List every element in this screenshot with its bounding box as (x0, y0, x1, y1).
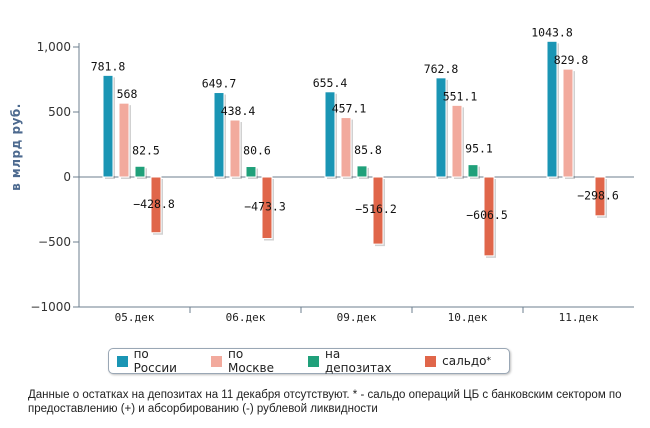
data-label: 649.7 (202, 77, 237, 91)
legend-label: на депозитах (324, 347, 392, 375)
data-label: 85.8 (354, 143, 382, 157)
legend-swatch (425, 355, 437, 367)
legend-swatch (308, 355, 319, 367)
bar-2 (245, 166, 257, 178)
bar-1 (229, 119, 241, 178)
bar-1 (451, 104, 463, 178)
data-label: 829.8 (554, 53, 589, 67)
data-label: 457.1 (332, 102, 367, 116)
legend-item-0[interactable]: по России (117, 347, 193, 375)
data-label: 655.4 (313, 76, 348, 90)
bar-0 (435, 77, 447, 178)
data-label: 80.6 (243, 144, 271, 158)
data-label: −428.8 (133, 197, 175, 211)
bar-0 (324, 91, 336, 178)
bar-1 (340, 117, 352, 178)
y-tick-label: 500 (48, 105, 71, 119)
data-label: 568 (117, 87, 138, 101)
legend-swatch (211, 355, 223, 367)
y-axis-title: в млрд руб. (9, 103, 23, 191)
data-label: −606.5 (466, 208, 508, 222)
bar-1 (562, 68, 574, 178)
legend-label: сальдо (442, 354, 487, 368)
bar-3 (261, 176, 273, 240)
legend-item-3[interactable]: сальдо * (425, 354, 491, 368)
legend-item-1[interactable]: по Москве (211, 347, 290, 375)
bar-3 (372, 176, 384, 245)
y-tick-label: −500 (38, 235, 71, 249)
y-tick-label: 1,000 (37, 40, 71, 54)
bar-1 (118, 102, 130, 178)
legend-item-2[interactable]: на депозитах (308, 347, 407, 375)
data-label: −298.6 (577, 189, 619, 203)
data-label: 551.1 (443, 89, 478, 103)
footnote: Данные о остатках на депозитах на 11 дек… (28, 389, 622, 415)
data-label: 95.1 (465, 142, 493, 156)
legend-label: по России (133, 347, 177, 375)
bar-2 (356, 165, 368, 178)
data-label: 438.4 (221, 104, 256, 118)
bar-2 (467, 164, 479, 178)
chart-legend: по России по Москве на депозитах сальдо * (108, 347, 510, 375)
legend-swatch (117, 355, 128, 367)
data-label: 781.8 (91, 59, 126, 73)
y-tick-label: 0 (63, 170, 71, 184)
data-label: 762.8 (424, 62, 459, 76)
bar-3 (483, 176, 495, 257)
y-tick-label: −1000 (30, 300, 71, 314)
bar-0 (546, 40, 558, 178)
bar-0 (213, 92, 225, 178)
bar-0 (102, 74, 114, 178)
bar-2 (134, 165, 146, 178)
legend-label: по Москве (228, 347, 275, 375)
x-tick-label: 05.дек (115, 311, 155, 324)
data-label: −516.2 (355, 202, 397, 216)
bar-3 (150, 176, 162, 234)
data-label: 82.5 (132, 143, 160, 157)
legend-marker: * (486, 356, 492, 366)
x-tick-label: 06.дек (226, 311, 266, 324)
data-label: 1043.8 (531, 25, 573, 39)
x-tick-label: 11.дек (559, 311, 599, 324)
chart: в млрд руб. −1000 −500 0 500 1,000 05.дек 781.8… (9, 25, 634, 324)
data-label: −473.3 (244, 200, 286, 214)
x-tick-label: 10.дек (448, 311, 488, 324)
x-tick-label: 09.дек (337, 311, 377, 324)
bar-3 (594, 176, 606, 217)
